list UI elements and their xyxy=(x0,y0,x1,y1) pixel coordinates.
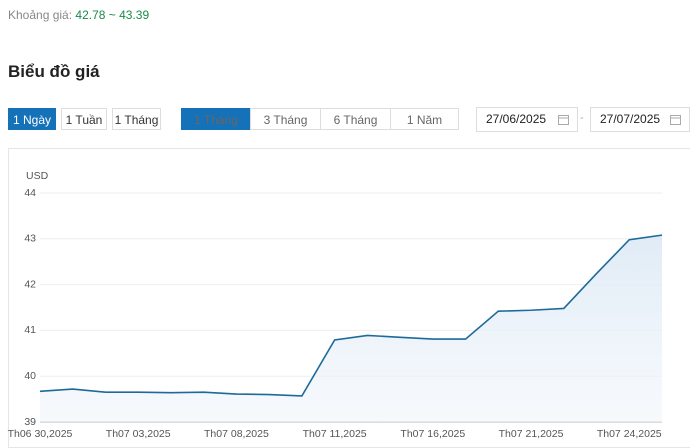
x-tick-label: Th06 30,2025 xyxy=(8,428,73,440)
price-range-label: Khoảng giá: xyxy=(8,8,73,22)
period-button[interactable]: 1 Tháng xyxy=(181,108,251,130)
price-line xyxy=(39,234,663,397)
x-tick-label: Th07 08,2025 xyxy=(204,428,269,440)
price-range-value: 42.78 ~ 43.39 xyxy=(75,8,150,22)
y-tick-label: 43 xyxy=(24,233,36,245)
y-tick-label: 44 xyxy=(24,187,36,199)
y-tick-label: 40 xyxy=(24,370,36,382)
period-button[interactable]: 3 Tháng xyxy=(250,108,321,130)
x-tick-label: Th07 24,2025 xyxy=(597,428,662,440)
calendar-icon xyxy=(558,115,569,125)
date-from[interactable]: 27/06/2025 xyxy=(476,107,578,132)
x-tick-label: Th07 11,2025 xyxy=(303,428,367,440)
price-range: Khoảng giá: 42.78 ~ 43.39 xyxy=(8,8,149,22)
section-title: Biểu đồ giá xyxy=(8,62,100,81)
date-text: 27/07/2025 xyxy=(600,112,661,126)
y-axis-label: USD xyxy=(26,170,49,182)
y-tick-label: 39 xyxy=(24,416,36,428)
x-tick-label: Th07 03,2025 xyxy=(106,428,171,440)
calendar-icon xyxy=(670,115,681,125)
x-tick-label: Th07 21,2025 xyxy=(499,428,564,440)
interval-button[interactable]: 1 Tháng xyxy=(112,108,161,130)
interval-button[interactable]: 1 Ngày xyxy=(8,108,56,130)
x-tick-label: Th07 16,2025 xyxy=(400,428,465,440)
area xyxy=(40,235,662,422)
date-separator: - xyxy=(580,112,584,124)
interval-button[interactable]: 1 Tuần xyxy=(61,108,107,130)
y-tick-label: 42 xyxy=(24,278,36,290)
date-text: 27/06/2025 xyxy=(486,112,547,126)
period-button[interactable]: 1 Năm xyxy=(390,108,459,130)
y-tick-label: 41 xyxy=(24,324,36,336)
